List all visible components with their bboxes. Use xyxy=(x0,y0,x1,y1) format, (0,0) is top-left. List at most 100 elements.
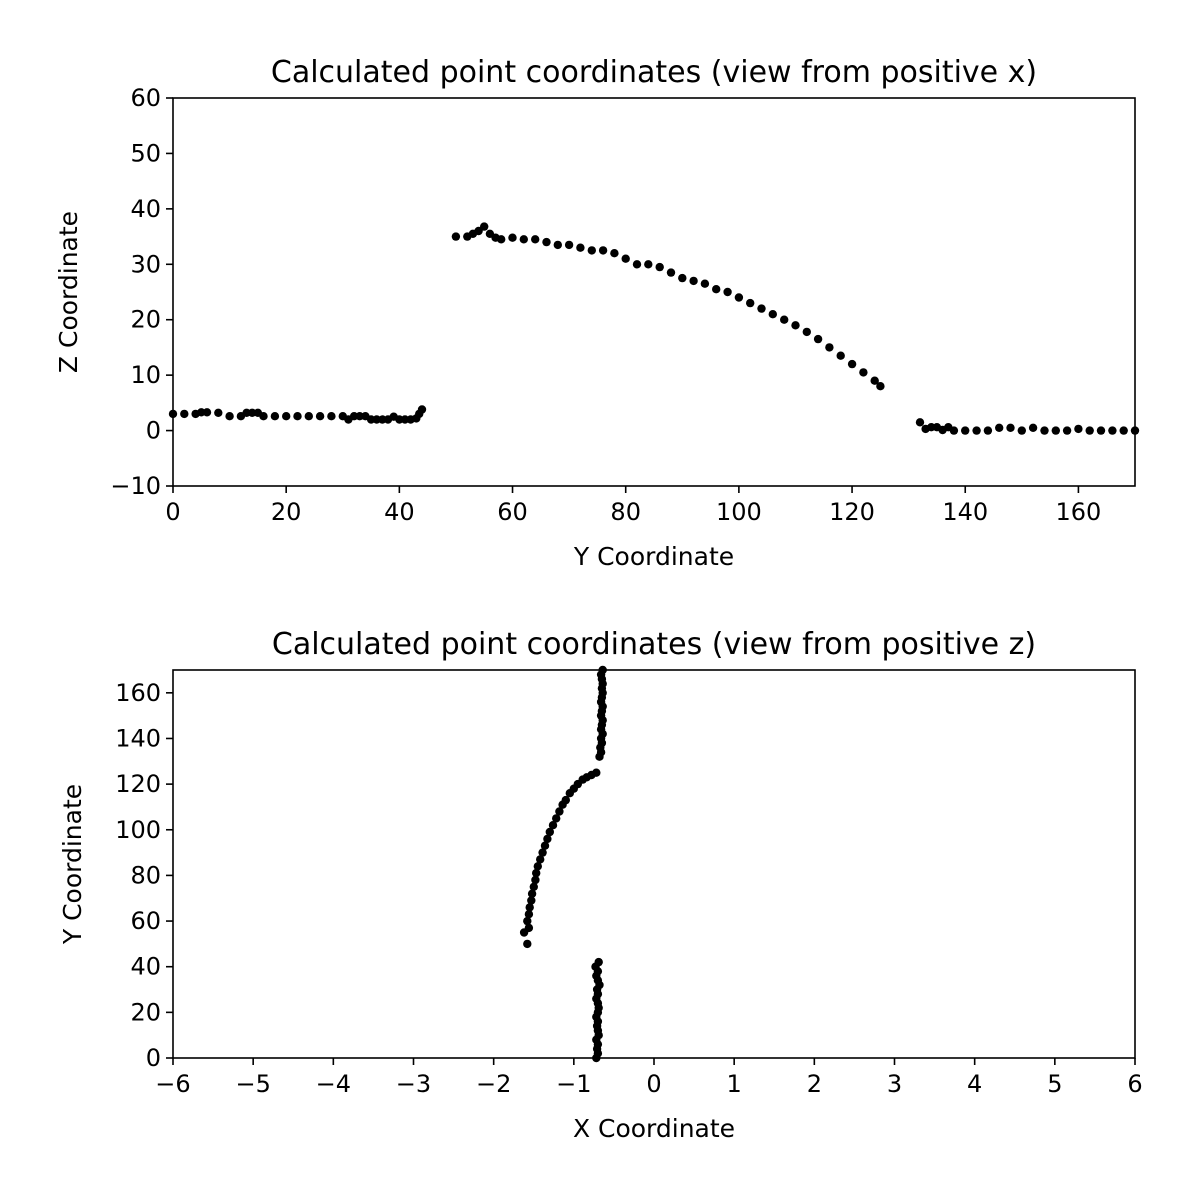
chart-top-point xyxy=(780,315,789,324)
chart-top-point xyxy=(1028,423,1038,432)
chart-bottom-y-tick-label: 20 xyxy=(130,998,161,1026)
chart-top-point xyxy=(1096,426,1106,435)
chart-bottom-point xyxy=(548,821,558,830)
chart-top-point xyxy=(282,412,291,421)
chart-top-point xyxy=(825,343,834,352)
chart-top-plot-frame xyxy=(172,97,1136,487)
chart-top-y-tick-label: 50 xyxy=(130,139,161,167)
chart-top-point xyxy=(587,246,596,255)
chart-top-point xyxy=(598,246,608,255)
chart-bottom-y-tick-label: 160 xyxy=(115,679,161,707)
chart-top-point xyxy=(678,273,687,283)
chart-top-point xyxy=(564,240,574,250)
chart-bottom-point xyxy=(561,795,570,805)
chart-bottom-point xyxy=(594,957,603,967)
chart-top-y-axis-label: Z Coordinate xyxy=(54,211,83,373)
chart-top-point xyxy=(1085,426,1094,435)
chart-bottom-point xyxy=(531,875,540,885)
chart-bottom-point xyxy=(540,841,550,850)
chart-top-point xyxy=(813,334,823,344)
chart-bottom-point xyxy=(533,862,542,871)
chart-bottom-x-tick-label: −1 xyxy=(556,1070,591,1098)
chart-bottom-title: Calculated point coordinates (view from … xyxy=(272,627,1036,662)
chart-bottom-y-tick-label: 140 xyxy=(115,724,161,752)
chart-bottom-x-tick-label: −2 xyxy=(476,1070,511,1098)
chart-bottom-point xyxy=(538,848,547,857)
chart-top-y-tick-label: 20 xyxy=(130,306,161,334)
chart-top-title: Calculated point coordinates (view from … xyxy=(271,55,1037,90)
chart-top: Calculated point coordinates (view from … xyxy=(54,55,1140,571)
chart-top-point xyxy=(915,418,925,427)
chart-bottom-x-tick-label: 4 xyxy=(967,1070,982,1098)
chart-bottom-point xyxy=(532,868,541,878)
chart-top-y-tick-label: 40 xyxy=(130,195,161,223)
chart-top-x-tick-label: 20 xyxy=(271,498,302,526)
chart-top-x-tick-label: 140 xyxy=(942,498,988,526)
chart-bottom-point xyxy=(536,855,545,864)
chart-bottom-point xyxy=(523,916,532,926)
chart-top-point xyxy=(1051,426,1061,435)
chart-top-point xyxy=(214,408,223,417)
chart-bottom-point xyxy=(524,910,534,919)
chart-top-point xyxy=(1062,426,1072,435)
chart-top-point xyxy=(757,304,766,313)
chart-bottom-point xyxy=(592,768,601,777)
chart-top-x-tick-label: 100 xyxy=(716,498,762,526)
chart-top-x-tick-label: 0 xyxy=(165,498,180,526)
chart-top-x-axis-label: Y Coordinate xyxy=(573,542,734,571)
chart-bottom-x-tick-label: 2 xyxy=(807,1070,822,1098)
chart-top-point xyxy=(870,376,879,385)
chart-bottom-point xyxy=(524,923,534,933)
chart-bottom-x-tick-label: 5 xyxy=(1047,1070,1062,1098)
chart-top-marks xyxy=(168,222,1140,435)
chart-top-point xyxy=(508,233,517,242)
chart-top-x-tick-label: 80 xyxy=(610,498,641,526)
chart-bottom-point xyxy=(543,834,552,844)
chart-top-point xyxy=(1017,426,1026,435)
chart-top-point xyxy=(202,408,212,417)
chart-top-point xyxy=(451,232,461,241)
chart-top-point xyxy=(791,321,800,330)
chart-top-point xyxy=(734,293,744,302)
chart-top-point xyxy=(876,382,885,391)
chart-top-point xyxy=(949,426,959,435)
chart-top-point xyxy=(836,351,845,360)
chart-top-x-tick-label: 60 xyxy=(497,498,528,526)
chart-top-point xyxy=(746,298,755,308)
chart-top-point xyxy=(497,235,506,244)
chart-bottom-y-tick-label: 80 xyxy=(130,861,161,889)
chart-bottom-x-axis-label: X Coordinate xyxy=(573,1114,735,1143)
chart-bottom-marks xyxy=(519,665,607,1063)
chart-top-point xyxy=(293,412,302,421)
chart-top-point xyxy=(666,268,676,277)
chart-top-point xyxy=(480,222,489,231)
chart-top-point xyxy=(531,235,540,244)
chart-bottom-x-tick-label: −4 xyxy=(316,1070,351,1098)
chart-bottom-y-tick-label: 40 xyxy=(130,953,161,981)
chart-top-point xyxy=(542,237,551,247)
chart-top-point xyxy=(972,426,981,435)
chart-top-point xyxy=(644,260,653,269)
chart-bottom-x-tick-label: 3 xyxy=(887,1070,902,1098)
chart-top-point xyxy=(689,276,698,286)
chart-bottom-x-tick-label: 6 xyxy=(1127,1070,1142,1098)
chart-top-y-tick-label: 0 xyxy=(146,417,161,445)
chart-top-y-tick-label: −10 xyxy=(110,472,161,500)
chart-top-point xyxy=(315,412,325,421)
chart-top-point xyxy=(847,359,857,369)
chart-bottom-point xyxy=(529,882,538,891)
chart-top-point xyxy=(1119,426,1128,435)
chart-top-point xyxy=(576,243,585,252)
chart-top-point xyxy=(270,412,280,421)
chart-bottom: Calculated point coordinates (view from … xyxy=(58,627,1143,1143)
chart-top-point xyxy=(723,287,732,297)
chart-top-point xyxy=(327,412,336,421)
chart-top-point xyxy=(417,405,427,414)
chart-top-point xyxy=(632,260,642,269)
chart-bottom-point xyxy=(525,903,534,912)
chart-top-x-tick-label: 120 xyxy=(829,498,875,526)
chart-top-point xyxy=(259,412,268,421)
chart-top-point xyxy=(610,249,619,258)
